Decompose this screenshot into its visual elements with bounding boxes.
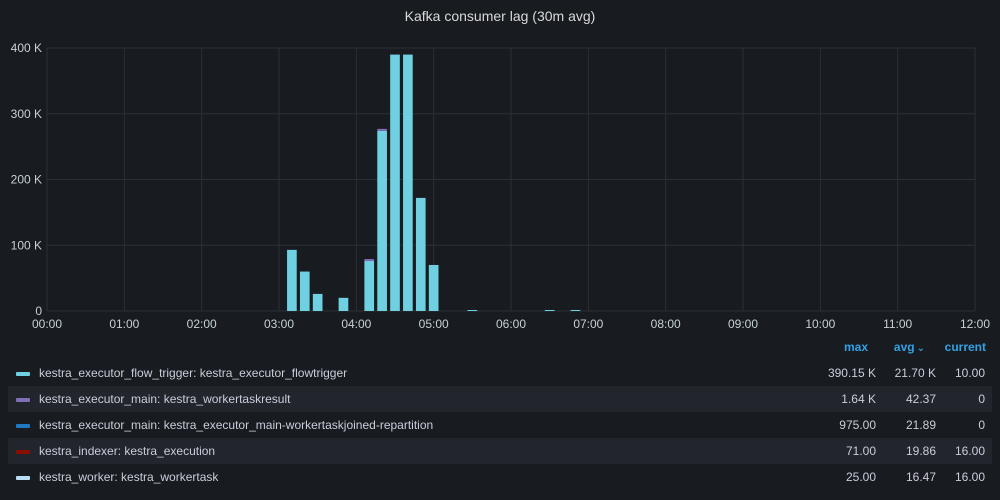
legend-current-value: 16.00 — [954, 470, 985, 484]
x-axis-ticks: 00:00 01:00 02:00 03:00 04:00 05:00 06:00 07:00… — [32, 317, 990, 331]
legend-row[interactable]: kestra_worker: kestra_workertask 25.00 1… — [8, 464, 992, 490]
legend-header-avg-label: avg — [893, 340, 915, 354]
legend-row[interactable]: kestra_executor_main: kestra_workertaskr… — [8, 386, 992, 412]
bar[interactable] — [415, 197, 426, 311]
chevron-down-icon: ⌄ — [916, 343, 925, 354]
x-tick-label: 07:00 — [573, 317, 603, 331]
x-tick-label: 11:00 — [883, 317, 912, 331]
legend-current-value: 0 — [978, 418, 985, 432]
legend-avg-value: 19.86 — [905, 444, 936, 458]
chart-bars[interactable] — [287, 54, 581, 311]
x-tick-label: 06:00 — [496, 317, 526, 331]
y-tick-label: 400 K — [11, 41, 42, 55]
legend-header-current[interactable]: current — [944, 340, 986, 354]
bar[interactable] — [364, 261, 375, 311]
y-tick-label: 0 — [35, 304, 42, 318]
bar[interactable] — [428, 264, 439, 311]
bar[interactable] — [403, 54, 413, 311]
x-tick-label: 12:00 — [960, 317, 990, 331]
panel-title[interactable]: Kafka consumer lag (30m avg) — [404, 8, 596, 24]
x-tick-label: 09:00 — [728, 317, 758, 331]
x-tick-label: 05:00 — [419, 317, 449, 331]
bar[interactable] — [299, 271, 310, 311]
series-color-swatch[interactable] — [16, 424, 30, 428]
legend-series-name[interactable]: kestra_worker: kestra_workertask — [39, 470, 219, 484]
legend-header-max[interactable]: max — [843, 340, 868, 354]
y-tick-label: 300 K — [11, 107, 42, 121]
bar[interactable] — [364, 259, 375, 262]
series-color-swatch[interactable] — [16, 450, 30, 454]
bar[interactable] — [287, 249, 297, 311]
series-color-swatch[interactable] — [16, 372, 30, 376]
bar[interactable] — [377, 128, 387, 131]
series-color-swatch[interactable] — [16, 398, 30, 402]
legend-row[interactable]: kestra_executor_main: kestra_executor_ma… — [8, 412, 992, 438]
bar[interactable] — [390, 54, 400, 311]
x-tick-label: 10:00 — [805, 317, 835, 331]
legend-max-value: 1.64 K — [841, 392, 876, 406]
legend-header: max avg ⌄ current — [0, 338, 1000, 360]
legend-header-avg[interactable]: avg ⌄ — [894, 340, 925, 354]
bar[interactable] — [377, 130, 387, 311]
legend-avg-value: 16.47 — [905, 470, 936, 484]
bar-chart: 0 100 K 200 K 300 K 400 K 00:00 01:00 02:00 03:… — [11, 41, 991, 331]
x-tick-label: 02:00 — [187, 317, 217, 331]
legend-table: max avg ⌄ current kestra_executor_flow_tr… — [0, 338, 1000, 490]
legend-row[interactable]: kestra_indexer: kestra_execution 71.00 1… — [8, 438, 992, 464]
y-tick-label: 200 K — [11, 173, 42, 187]
legend-series-name[interactable]: kestra_indexer: kestra_execution — [39, 444, 216, 458]
bar[interactable] — [312, 293, 323, 311]
legend-avg-value: 21.89 — [905, 418, 936, 432]
legend-series-name[interactable]: kestra_executor_main: kestra_workertaskr… — [39, 392, 291, 406]
bar[interactable] — [544, 310, 555, 311]
y-tick-label: 100 K — [11, 238, 42, 252]
legend-max-value: 71.00 — [845, 444, 876, 458]
legend-current-value: 0 — [978, 392, 985, 406]
legend-max-value: 25.00 — [845, 470, 876, 484]
bar[interactable] — [570, 310, 581, 311]
bar[interactable] — [338, 297, 349, 311]
x-tick-label: 03:00 — [264, 317, 294, 331]
y-axis-ticks: 0 100 K 200 K 300 K 400 K — [11, 41, 43, 318]
bar[interactable] — [467, 310, 478, 311]
legend-max-value: 390.15 K — [827, 366, 876, 380]
legend-row[interactable]: kestra_executor_flow_trigger: kestra_exe… — [8, 360, 992, 386]
legend-avg-value: 42.37 — [905, 392, 936, 406]
legend-current-value: 10.00 — [954, 366, 985, 380]
x-tick-label: 01:00 — [109, 317, 139, 331]
legend-avg-value: 21.70 K — [894, 366, 936, 380]
series-color-swatch[interactable] — [16, 476, 30, 480]
x-tick-label: 00:00 — [32, 317, 62, 331]
legend-current-value: 16.00 — [954, 444, 985, 458]
chart-grid — [46, 47, 976, 312]
legend-series-name[interactable]: kestra_executor_flow_trigger: kestra_exe… — [39, 366, 348, 380]
legend-series-name[interactable]: kestra_executor_main: kestra_executor_ma… — [39, 418, 434, 432]
x-tick-label: 08:00 — [651, 317, 681, 331]
x-tick-label: 04:00 — [341, 317, 371, 331]
legend-max-value: 975.00 — [839, 418, 876, 432]
